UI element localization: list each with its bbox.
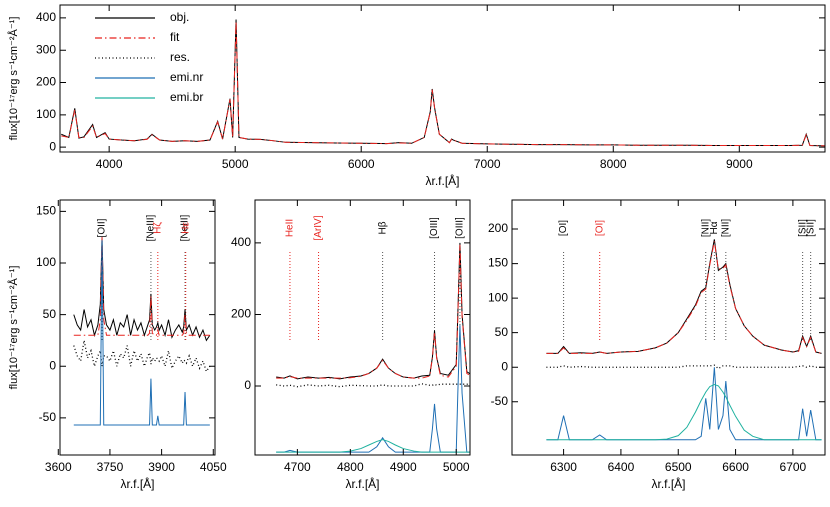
y-axis-label: flux[10⁻¹⁷erg s⁻¹cm⁻²Å⁻¹] [7, 17, 20, 141]
line-label: Hε [180, 222, 191, 234]
y-tick-label: 0 [501, 359, 508, 373]
legend-label: emi.br [170, 90, 203, 104]
line-label: [NeIII] [180, 214, 191, 241]
y-tick-label: 100 [488, 290, 508, 304]
line-label: [OIII] [429, 217, 440, 239]
legend-label: res. [170, 50, 190, 64]
plot-area [276, 242, 470, 453]
line-label: [OI] [558, 220, 569, 236]
y-tick-label: 50 [495, 325, 509, 339]
x-tick-label: 4800 [337, 460, 364, 474]
y-tick-label: 400 [231, 235, 251, 249]
x-tick-label: 4000 [96, 157, 123, 171]
plot-frame [254, 199, 471, 456]
plot-area [73, 237, 211, 426]
plot-frame [59, 199, 216, 456]
y-tick-label: 200 [488, 221, 508, 235]
x-tick-label: 6000 [348, 157, 375, 171]
x-axis-label: λr.f.[Å] [425, 173, 459, 188]
y-tick-label: -50 [491, 394, 509, 408]
spectrum-line [276, 244, 470, 379]
y-tick-label: 150 [488, 256, 508, 270]
line-label: [NII] [720, 219, 731, 238]
x-tick-label: 4700 [284, 460, 311, 474]
spectrum-line [73, 240, 210, 426]
spectrum-line [546, 383, 822, 441]
line-label: [NeIII] [146, 214, 157, 241]
line-label: [NII] [700, 219, 711, 238]
plot-area [546, 239, 822, 441]
x-tick-label: 4050 [200, 460, 227, 474]
spectrum-line [61, 21, 825, 147]
line-label: [OI] [594, 220, 605, 236]
legend-label: obj. [170, 10, 189, 24]
line-label: [SII] [805, 219, 816, 237]
x-axis-label: λr.f.[Å] [651, 476, 685, 491]
line-label: [SII] [797, 219, 808, 237]
spectrum-line [73, 340, 211, 373]
x-tick-label: 6600 [722, 460, 749, 474]
x-tick-label: 3900 [148, 460, 175, 474]
plot-frame [59, 4, 826, 153]
y-tick-label: -50 [39, 410, 57, 424]
y-tick-label: 0 [49, 358, 56, 372]
plot-frame [511, 199, 826, 456]
y-tick-label: 200 [231, 307, 251, 321]
y-tick-label: 100 [36, 107, 56, 121]
line-label: [ArIV] [313, 215, 324, 240]
x-tick-label: 3600 [45, 460, 72, 474]
line-label: Hβ [377, 221, 388, 234]
x-tick-label: 6300 [550, 460, 577, 474]
x-tick-label: 5000 [222, 157, 249, 171]
x-tick-label: 6700 [780, 460, 807, 474]
x-tick-label: 4900 [390, 460, 417, 474]
y-tick-label: 300 [36, 42, 56, 56]
y-tick-label: 100 [36, 255, 56, 269]
line-label: Hζ [152, 222, 163, 234]
y-tick-label: 0 [244, 378, 251, 392]
y-tick-label: 150 [36, 204, 56, 218]
spectrum-line [276, 383, 470, 388]
x-tick-label: 5000 [443, 460, 470, 474]
y-tick-label: 0 [49, 139, 56, 153]
spectrum-line [73, 237, 211, 342]
line-label: [OIII] [455, 217, 466, 239]
x-tick-label: 9000 [726, 157, 753, 171]
spectrum-line [546, 239, 822, 354]
y-axis-label: flux[10⁻¹⁷erg s⁻¹cm⁻²Å⁻¹] [7, 266, 20, 390]
spectrum-line [546, 367, 822, 441]
spectrum-line [546, 241, 822, 354]
y-tick-label: 400 [36, 10, 56, 24]
line-label: [OII] [97, 218, 108, 237]
legend-label: fit [170, 30, 180, 44]
spectrum-line [276, 325, 470, 453]
legend-label: emi.nr [170, 70, 203, 84]
spectrum-line [276, 242, 470, 380]
y-tick-label: 50 [43, 307, 57, 321]
spectrum-line [276, 439, 470, 453]
line-label: HeII [285, 219, 296, 237]
x-axis-label: λr.f.[Å] [345, 476, 379, 491]
spectrum-line [546, 364, 822, 370]
line-label: Hα [709, 221, 720, 234]
y-tick-label: 200 [36, 75, 56, 89]
x-tick-label: 8000 [600, 157, 627, 171]
plot-area [61, 19, 825, 147]
spectrum-line [73, 237, 210, 336]
x-tick-label: 7000 [474, 157, 501, 171]
x-tick-label: 3750 [97, 460, 124, 474]
x-axis-label: λr.f.[Å] [120, 476, 154, 491]
x-tick-label: 6400 [608, 460, 635, 474]
x-tick-label: 6500 [665, 460, 692, 474]
